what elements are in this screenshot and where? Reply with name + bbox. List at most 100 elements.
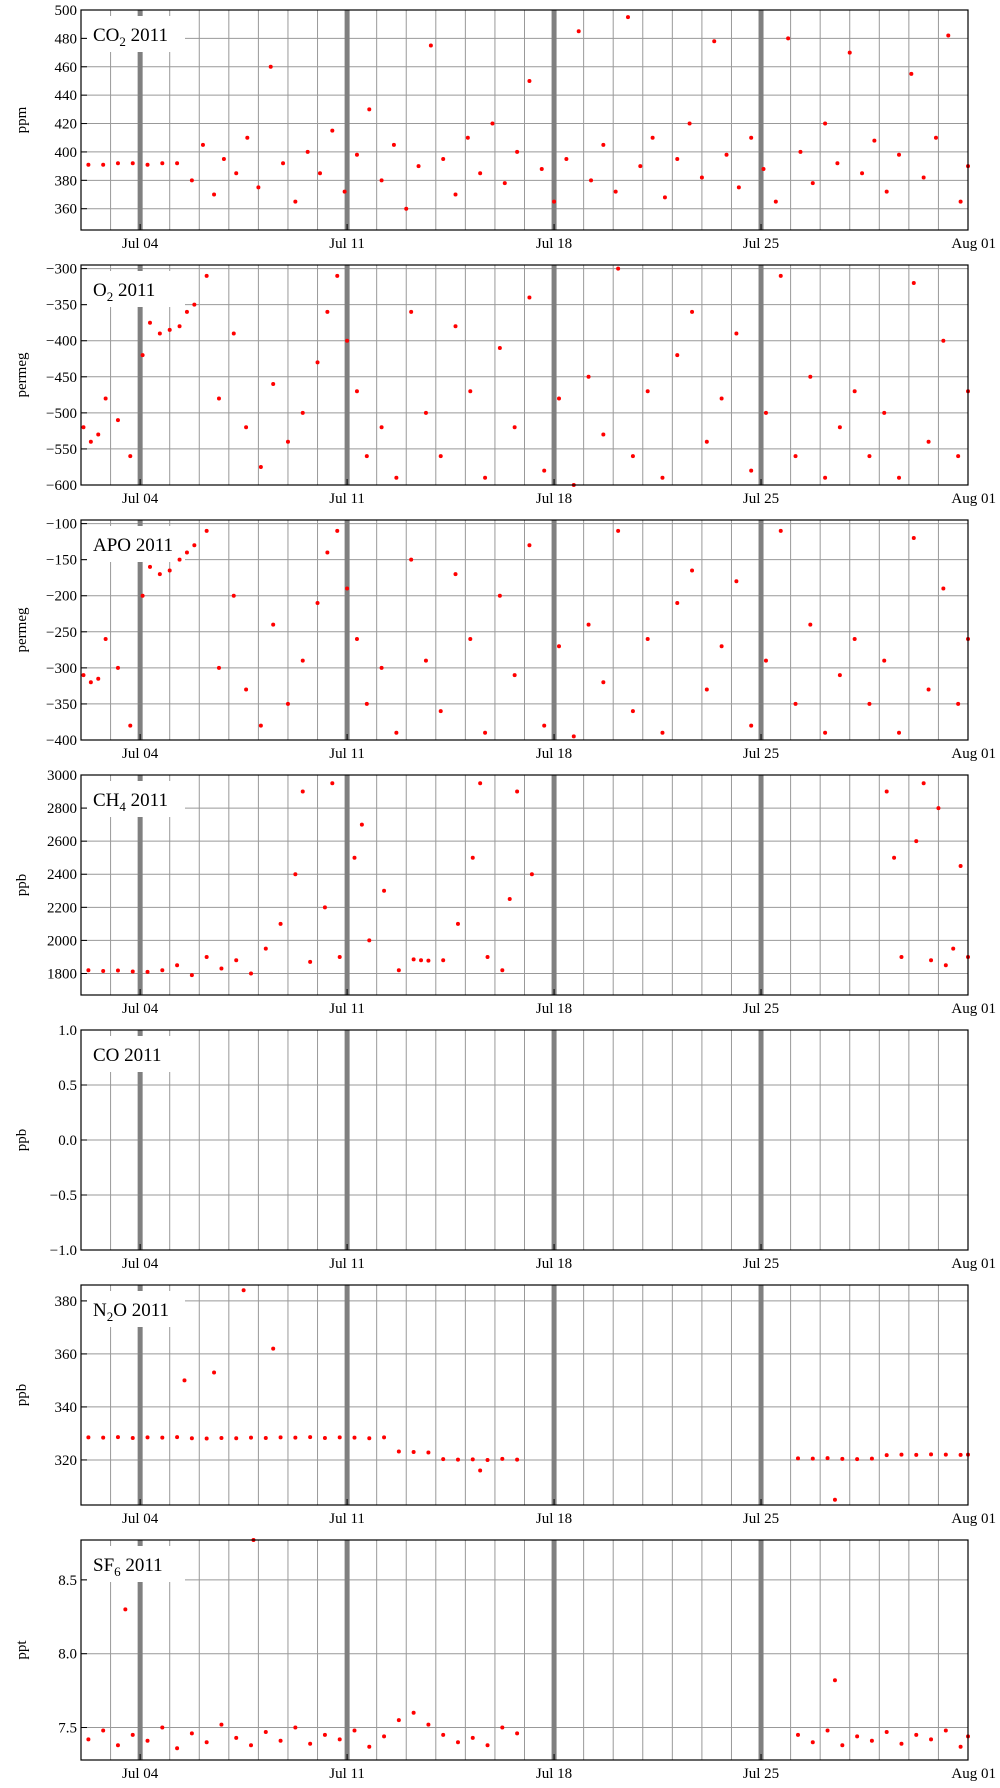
data-point xyxy=(840,1456,845,1461)
data-point xyxy=(500,1456,505,1461)
data-point xyxy=(571,734,576,739)
data-point xyxy=(613,189,618,194)
data-point xyxy=(586,374,591,379)
y-tick-label: 460 xyxy=(55,60,78,76)
data-point xyxy=(123,1607,128,1612)
data-point xyxy=(761,166,766,171)
y-tick-label: 360 xyxy=(55,202,78,218)
title-tail: 2011 xyxy=(113,280,155,301)
data-point xyxy=(160,1435,165,1440)
data-point xyxy=(192,543,197,548)
data-point xyxy=(103,637,108,642)
y-axis-label: ppb xyxy=(14,1384,30,1407)
data-point xyxy=(943,1452,948,1457)
data-point xyxy=(529,872,534,877)
data-point xyxy=(507,897,512,902)
data-point xyxy=(941,586,946,591)
data-point xyxy=(96,432,101,437)
title-subscript: 4 xyxy=(119,799,126,814)
x-tick-label: Jul 18 xyxy=(536,491,572,507)
data-point xyxy=(249,971,254,976)
data-point xyxy=(308,1435,313,1440)
data-point xyxy=(586,622,591,627)
data-point xyxy=(867,454,872,459)
data-point xyxy=(263,1435,268,1440)
data-point xyxy=(322,1732,327,1737)
title-box xyxy=(87,1036,185,1072)
x-tick-label: Jul 11 xyxy=(329,746,365,762)
data-point xyxy=(793,454,798,459)
data-point xyxy=(293,872,298,877)
data-point xyxy=(234,1735,239,1740)
x-tick-label: Jul 04 xyxy=(122,1001,159,1017)
data-point xyxy=(914,839,919,844)
x-axis: Jul 04 Jul 11 Jul 18 Jul 25 Aug 01 xyxy=(122,224,996,252)
data-point xyxy=(101,1728,106,1733)
data-point xyxy=(177,324,182,329)
data-point xyxy=(478,1468,483,1473)
x-tick-label: Jul 11 xyxy=(329,1001,365,1017)
data-point xyxy=(515,149,520,154)
chart-title: O2 2011 xyxy=(93,280,155,304)
data-point xyxy=(157,331,162,336)
data-point xyxy=(115,665,120,670)
data-point xyxy=(184,309,189,314)
data-point xyxy=(786,36,791,41)
title-box xyxy=(87,1546,185,1582)
title-main: SF xyxy=(93,1555,114,1576)
data-point xyxy=(416,164,421,169)
data-point xyxy=(527,78,532,83)
data-point xyxy=(271,622,276,627)
y-axis: −1.0 −0.5 0.0 0.5 1.0 xyxy=(50,1023,87,1259)
data-point xyxy=(884,1729,889,1734)
data-point xyxy=(899,1452,904,1457)
data-point xyxy=(396,968,401,973)
title-box xyxy=(87,1291,185,1327)
data-point xyxy=(778,528,783,533)
data-point xyxy=(281,161,286,166)
data-point xyxy=(795,1456,800,1461)
data-points xyxy=(86,781,970,978)
data-point xyxy=(832,1678,837,1683)
data-point xyxy=(330,128,335,133)
data-point xyxy=(157,572,162,577)
data-point xyxy=(798,149,803,154)
chart-title: CH4 2011 xyxy=(93,790,168,814)
y-tick-label: 340 xyxy=(55,1400,78,1416)
data-point xyxy=(872,138,877,143)
data-point xyxy=(625,15,630,20)
data-point xyxy=(182,1378,187,1383)
title-tail: 2011 xyxy=(121,1555,163,1576)
x-axis: Jul 04 Jul 11 Jul 18 Jul 25 Aug 01 xyxy=(122,479,996,507)
data-point xyxy=(847,50,852,55)
data-point xyxy=(140,593,145,598)
data-point xyxy=(468,637,473,642)
data-point xyxy=(675,157,680,162)
data-point xyxy=(145,1738,150,1743)
data-point xyxy=(921,781,926,786)
data-point xyxy=(359,822,364,827)
data-point xyxy=(86,162,91,167)
data-point xyxy=(175,1746,180,1751)
data-point xyxy=(512,673,517,678)
data-point xyxy=(345,586,350,591)
y-gridlines xyxy=(81,37,968,210)
data-point xyxy=(145,969,150,974)
data-point xyxy=(515,1731,520,1736)
data-point xyxy=(352,855,357,860)
data-point xyxy=(601,142,606,147)
data-point xyxy=(364,454,369,459)
title-subscript: 2 xyxy=(107,289,114,304)
data-point xyxy=(216,665,221,670)
data-point xyxy=(192,302,197,307)
data-point xyxy=(300,658,305,663)
x-tick-label: Aug 01 xyxy=(951,1001,996,1017)
title-main: CO xyxy=(93,25,119,46)
data-point xyxy=(719,644,724,649)
data-point xyxy=(379,178,384,183)
data-point xyxy=(189,1731,194,1736)
data-point xyxy=(419,958,424,963)
data-point xyxy=(749,723,754,728)
data-point xyxy=(958,1452,963,1457)
